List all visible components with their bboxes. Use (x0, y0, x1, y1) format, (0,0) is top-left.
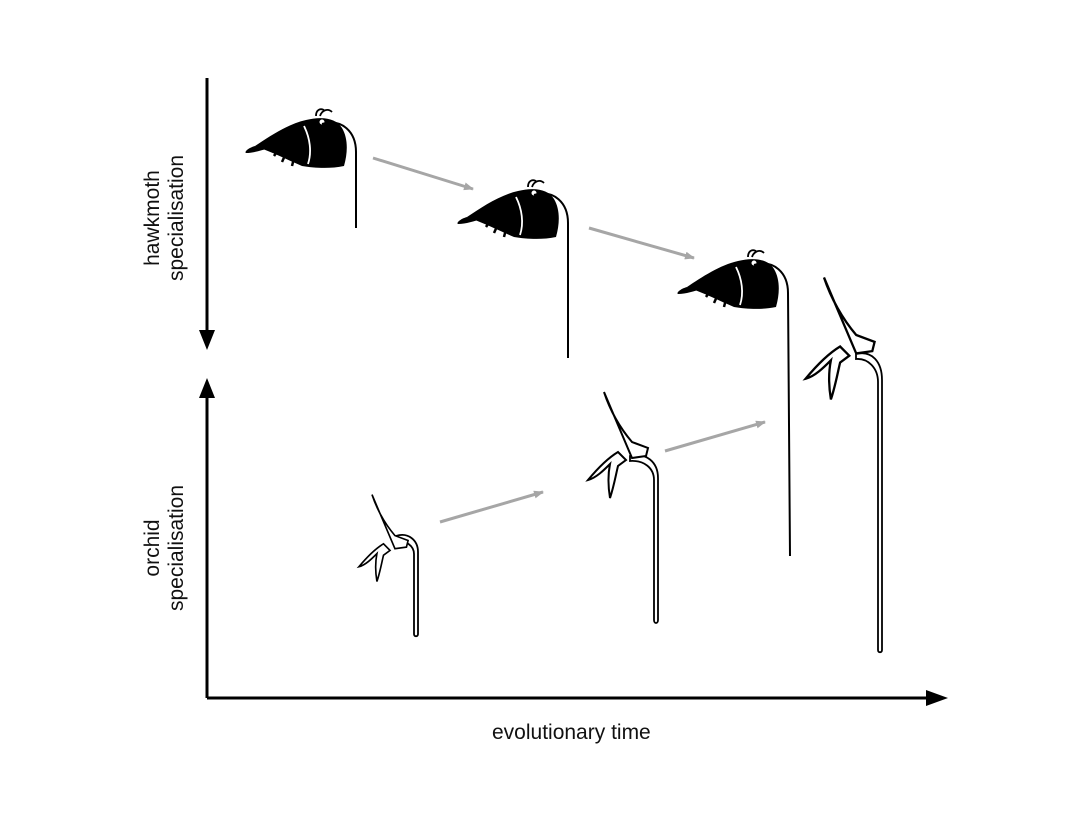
hawkmoth-label-line-1: hawkmoth (141, 170, 164, 266)
orchid-stage-1 (358, 493, 419, 638)
hawkmoth-stage-3 (676, 249, 791, 557)
orchid-stage-2 (587, 391, 659, 624)
moth-progression-arrows (372, 156, 695, 260)
hawkmoth-label-line-2: specialisation (165, 154, 188, 282)
orchid-label-line-2: specialisation (165, 484, 188, 612)
orchid-stage-3 (804, 276, 883, 654)
orchid-progression-arrows (439, 420, 766, 524)
time-axis (207, 690, 948, 706)
orchid-label-line-1: orchid (141, 519, 164, 577)
hawkmoth-axis-label: hawkmoth specialisation (141, 155, 189, 281)
hawkmoth-axis (199, 78, 215, 350)
orchid-axis (199, 378, 215, 698)
time-axis-label: evolutionary time (492, 721, 651, 744)
hawkmoth-stage-2 (456, 179, 569, 358)
hawkmoth-stage-1 (244, 108, 357, 228)
orchid-axis-label: orchid specialisation (141, 485, 189, 611)
